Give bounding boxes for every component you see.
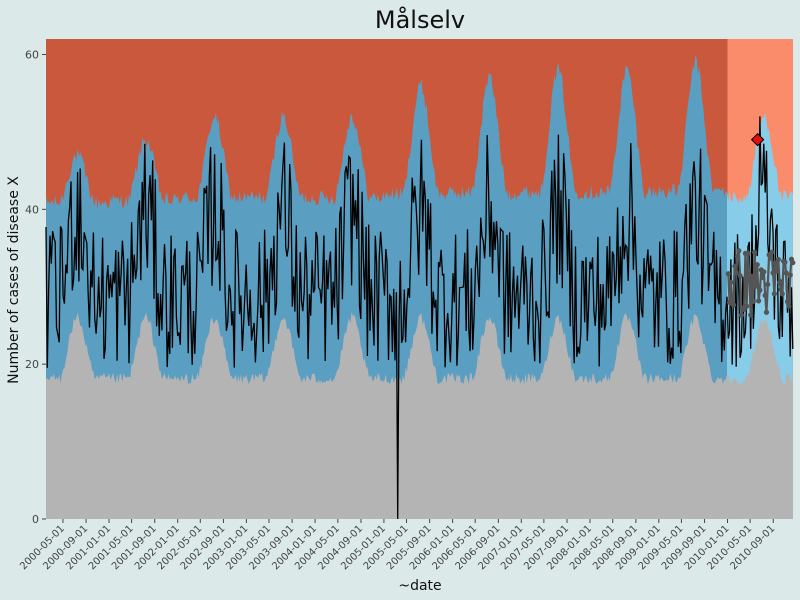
forecast-point: [775, 256, 781, 263]
forecast-point: [753, 283, 759, 289]
forecast-point: [763, 309, 770, 315]
forecast-point: [738, 312, 745, 318]
forecast-point: [737, 273, 743, 279]
forecast-point: [728, 279, 734, 285]
forecast-point: [767, 255, 774, 261]
forecast-point: [771, 291, 777, 297]
forecast-point: [759, 274, 766, 280]
forecast-point: [770, 270, 776, 276]
forecast-point: [790, 260, 796, 266]
forecast-point: [783, 270, 789, 276]
forecast-point: [779, 291, 785, 297]
forecast-point: [748, 312, 754, 318]
observed-line: [45, 116, 794, 520]
low-zone: [46, 312, 793, 519]
forecast-point: [782, 259, 788, 265]
chart-title: Målselv: [375, 5, 465, 34]
forecast-point: [749, 273, 755, 279]
forecast-point: [769, 249, 775, 255]
forecast-point: [762, 292, 768, 298]
forecast-point: [773, 260, 779, 266]
y-axis-title: Number of cases of disease X: [6, 176, 22, 384]
forecast-point: [730, 302, 737, 308]
forecast-point: [787, 272, 793, 278]
y-tick-label: 60: [25, 48, 39, 61]
forecast-point: [734, 253, 741, 260]
y-tick-label: 0: [32, 513, 39, 526]
forecast-point: [757, 287, 763, 293]
forecast-point: [732, 263, 738, 269]
x-axis-title: ~date: [398, 578, 441, 594]
y-tick-label: 40: [25, 203, 39, 216]
forecast-point: [786, 303, 792, 309]
plot-area: [45, 39, 796, 520]
forecast-point: [777, 279, 783, 286]
forecast-point: [761, 269, 767, 275]
outlier-marker: [750, 132, 765, 147]
forecast-point: [755, 298, 762, 304]
forecast-point: [736, 248, 742, 254]
forecast-point: [774, 268, 780, 274]
forecast-point: [744, 303, 750, 309]
forecast-point: [784, 299, 791, 305]
forecast-point: [745, 250, 751, 256]
forecast-point: [778, 286, 784, 293]
y-tick-label: 20: [25, 358, 39, 371]
forecast-point: [750, 298, 756, 305]
forecast-point: [733, 269, 739, 276]
forecast-point: [765, 281, 771, 288]
forecast-point: [725, 271, 731, 277]
forecast-point: [754, 262, 760, 268]
forecast-point: [752, 249, 758, 255]
